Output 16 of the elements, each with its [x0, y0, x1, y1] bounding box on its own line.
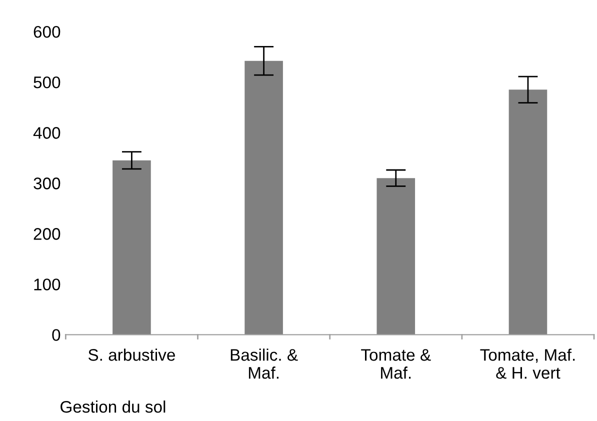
x-tick-label: Tomate, Maf. & H. vert: [480, 348, 575, 379]
bar: [244, 60, 283, 335]
bar: [508, 90, 548, 335]
y-tick-label: 200: [34, 228, 60, 240]
x-tick-label: Basilic. & Maf.: [230, 348, 298, 379]
y-tick-label: 300: [34, 178, 60, 190]
x-tick-label: Tomate & Maf.: [361, 349, 431, 379]
x-tick-label: S. arbustive: [88, 348, 175, 361]
y-tick-label: 500: [34, 76, 60, 88]
bar: [112, 160, 151, 335]
y-tick-label: 600: [34, 26, 60, 38]
bar: [376, 178, 416, 335]
y-tick-label: 100: [34, 278, 60, 290]
x-axis-title: Gestion du sol: [60, 400, 166, 413]
y-tick-label: 0: [52, 329, 60, 341]
y-tick-label: 400: [33, 127, 60, 139]
